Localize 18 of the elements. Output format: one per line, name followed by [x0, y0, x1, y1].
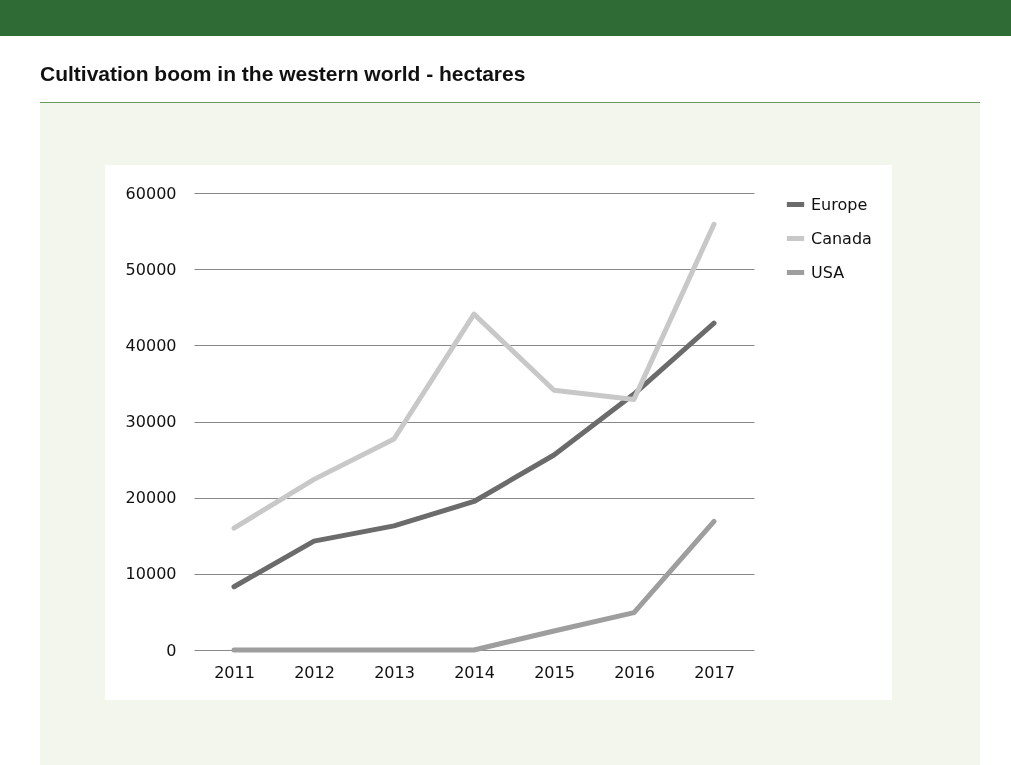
legend-label: USA [811, 262, 845, 282]
x-tick-label: 2015 [534, 662, 575, 682]
x-tick-label: 2011 [214, 662, 255, 682]
y-tick-label: 10000 [125, 564, 177, 584]
y-tick-label: 20000 [125, 488, 177, 508]
x-tick-label: 2012 [294, 662, 335, 682]
y-tick-label: 60000 [125, 183, 177, 203]
x-tick-label: 2014 [454, 662, 495, 682]
legend-label: Europe [811, 194, 868, 214]
x-tick-label: 2017 [694, 662, 735, 682]
x-tick-label: 2016 [614, 662, 655, 682]
chart-title: Cultivation boom in the western world - hectares [40, 62, 526, 86]
y-tick-label: 50000 [125, 259, 177, 279]
y-tick-label: 0 [166, 640, 177, 660]
y-tick-label: 30000 [125, 412, 177, 431]
legend-label: Canada [811, 228, 872, 248]
x-tick-label: 2013 [374, 662, 415, 682]
y-tick-label: 40000 [125, 335, 177, 355]
